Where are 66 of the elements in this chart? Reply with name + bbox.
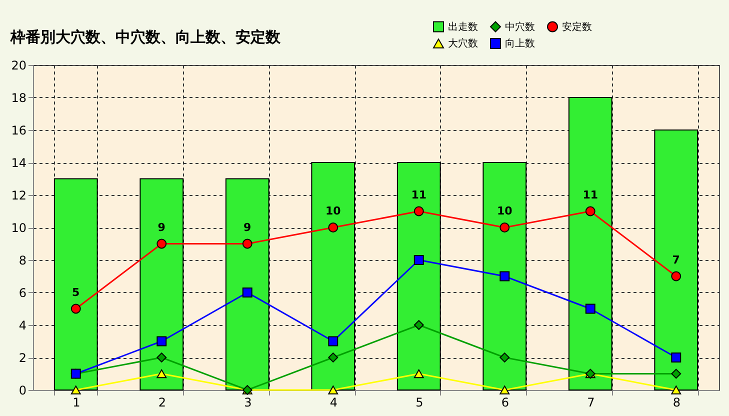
data-label: 9	[244, 220, 252, 234]
bar	[54, 178, 98, 390]
point	[585, 304, 596, 314]
x-tick-label: 4	[330, 396, 338, 410]
x-tick-label: 1	[72, 396, 80, 410]
bar	[311, 162, 356, 390]
y-tick-label: 10	[11, 221, 26, 235]
point	[156, 369, 167, 378]
x-tick-label: 7	[587, 396, 595, 410]
data-label: 7	[672, 253, 680, 266]
bar	[654, 130, 698, 390]
point	[242, 288, 252, 298]
point	[328, 222, 338, 232]
data-label: 5	[72, 286, 80, 299]
y-tick-label: 0	[18, 384, 26, 398]
x-tick-label: 2	[158, 396, 166, 410]
point	[156, 336, 167, 346]
data-label: 9	[158, 220, 166, 234]
x-tick-label: 8	[672, 396, 680, 410]
legend-label: 向上数	[505, 38, 535, 50]
point	[500, 386, 510, 394]
point	[328, 336, 338, 346]
bar	[482, 162, 527, 390]
bar	[140, 178, 184, 390]
y-tick-label: 6	[18, 286, 26, 300]
y-tick-label: 16	[11, 124, 26, 138]
point	[500, 352, 510, 362]
point	[156, 238, 167, 249]
x-tick-label: 6	[501, 396, 509, 410]
data-label: 11	[411, 188, 427, 202]
point	[500, 271, 510, 282]
x-tick-label: 5	[416, 396, 424, 410]
chart-title: 枠番別大穴数、中穴数、向上数、安定数	[10, 28, 282, 46]
legend-label: 大穴数	[448, 38, 478, 50]
point	[671, 352, 682, 362]
point	[414, 255, 424, 265]
data-label: 10	[496, 204, 513, 218]
y-tick-label: 8	[18, 254, 26, 268]
point	[585, 206, 596, 216]
bar	[568, 97, 612, 390]
point	[70, 304, 81, 314]
point	[328, 386, 338, 394]
point	[671, 386, 682, 394]
point	[414, 206, 424, 216]
y-tick-label: 20	[11, 58, 26, 72]
y-tick-label: 12	[11, 188, 26, 202]
legend-label: 出走数	[448, 20, 478, 33]
data-label: 10	[325, 204, 342, 218]
x-tick-label: 3	[244, 396, 252, 410]
data-label: 11	[582, 188, 598, 202]
y-tick-label: 14	[11, 156, 26, 170]
point	[671, 271, 682, 282]
point	[328, 352, 338, 362]
point	[242, 238, 252, 249]
point	[671, 368, 682, 379]
point	[414, 320, 424, 330]
bar	[396, 162, 441, 390]
legend-label: 安定数	[562, 20, 592, 33]
y-tick-label: 2	[18, 351, 26, 365]
point	[70, 386, 81, 394]
point	[156, 352, 167, 362]
y-tick-label: 4	[18, 318, 26, 332]
y-tick-label: 18	[11, 91, 26, 105]
legend-label: 中穴数	[505, 20, 535, 33]
point	[414, 369, 424, 378]
point	[500, 222, 510, 232]
